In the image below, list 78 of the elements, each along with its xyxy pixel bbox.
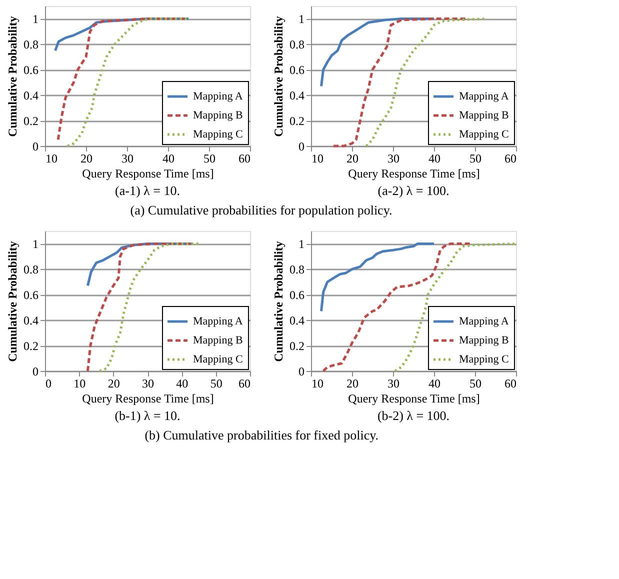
y-tick-label: 0.6 bbox=[290, 63, 304, 78]
x-tick-label: 50 bbox=[470, 376, 482, 390]
legend-label: Mapping B bbox=[193, 334, 243, 346]
y-tick-label: 1 bbox=[32, 12, 38, 26]
legend-label: Mapping A bbox=[193, 90, 243, 102]
y-tick-label: 1 bbox=[32, 237, 38, 252]
y-tick-label: 0.8 bbox=[24, 38, 38, 52]
x-tick-label: 30 bbox=[388, 376, 400, 390]
y-tick-label: 0.2 bbox=[24, 114, 38, 128]
text: (a) Cumulative probabilities for population policy. bbox=[130, 202, 392, 218]
y-axis-title: Cumulative Probability bbox=[272, 16, 286, 137]
x-tick-label: 50 bbox=[470, 152, 482, 166]
text: (b-2) λ = 100. bbox=[377, 408, 450, 423]
text: (b) Cumulative probabilities for fixed policy. bbox=[144, 428, 379, 442]
y-tick-label: 0 bbox=[32, 364, 38, 378]
legend-label: Mapping C bbox=[459, 354, 509, 366]
x-tick-label: 10 bbox=[312, 152, 324, 166]
y-tick-label: 0 bbox=[32, 140, 38, 154]
y-tick-label: 0.6 bbox=[24, 288, 38, 302]
y-tick-label: 0.2 bbox=[290, 339, 304, 354]
line-series bbox=[394, 242, 518, 372]
legend-label: Mapping C bbox=[193, 354, 243, 366]
y-tick-label: 0.2 bbox=[290, 114, 304, 128]
legend-label: Mapping C bbox=[459, 128, 509, 140]
x-tick-label: 50 bbox=[210, 376, 222, 390]
x-tick-label: 20 bbox=[346, 376, 358, 390]
y-axis-title: Cumulative Probability bbox=[6, 16, 20, 137]
x-axis-title: Query Response Time [ms] bbox=[82, 166, 214, 180]
y-axis-title: Cumulative Probability bbox=[6, 241, 20, 362]
line-series bbox=[86, 242, 194, 372]
x-tick-label: 10 bbox=[312, 376, 324, 390]
legend-label: Mapping C bbox=[193, 128, 243, 140]
x-tick-label: 30 bbox=[388, 152, 400, 166]
line-series bbox=[320, 242, 436, 312]
y-tick-label: 0.8 bbox=[24, 262, 38, 277]
y-tick-label: 0.2 bbox=[24, 339, 38, 354]
x-tick-label: 20 bbox=[108, 376, 120, 390]
legend-label: Mapping B bbox=[459, 110, 509, 122]
y-tick-label: 0.4 bbox=[290, 88, 304, 103]
x-tick-label: 60 bbox=[504, 376, 516, 390]
legend-label: Mapping A bbox=[459, 316, 509, 328]
x-tick-label: 60 bbox=[504, 152, 516, 166]
x-tick-label: 40 bbox=[428, 152, 440, 166]
x-tick-label: 10 bbox=[46, 152, 58, 166]
y-tick-label: 1 bbox=[298, 237, 304, 252]
x-tick-label: 20 bbox=[80, 152, 92, 166]
text: (b-1) λ = 10. bbox=[114, 408, 180, 423]
y-tick-label: 0.8 bbox=[290, 262, 304, 277]
y-tick-label: 0 bbox=[298, 364, 304, 378]
x-tick-label: 30 bbox=[122, 152, 134, 166]
x-tick-label: 40 bbox=[428, 376, 440, 390]
x-axis-title: Query Response Time [ms] bbox=[82, 392, 214, 406]
legend-label: Mapping A bbox=[459, 90, 509, 102]
legend-label: Mapping B bbox=[193, 110, 243, 122]
x-tick-label: 50 bbox=[204, 152, 216, 166]
x-tick-label: 30 bbox=[142, 376, 154, 390]
x-tick-label: 20 bbox=[346, 152, 358, 166]
y-tick-label: 0.4 bbox=[24, 314, 38, 328]
x-tick-label: 60 bbox=[238, 152, 250, 166]
legend-label: Mapping B bbox=[459, 334, 509, 346]
y-tick-label: 1 bbox=[298, 12, 304, 26]
text: (a-1) λ = 10. bbox=[115, 183, 180, 198]
text: (a-2) λ = 100. bbox=[378, 183, 450, 198]
y-tick-label: 0.4 bbox=[24, 88, 38, 103]
y-tick-label: 0 bbox=[298, 140, 304, 154]
x-tick-label: 40 bbox=[162, 152, 174, 166]
x-tick-label: 10 bbox=[74, 376, 86, 390]
x-axis-title: Query Response Time [ms] bbox=[348, 166, 480, 180]
x-tick-label: 40 bbox=[176, 376, 188, 390]
y-tick-label: 0.8 bbox=[290, 38, 304, 52]
y-tick-label: 0.6 bbox=[290, 288, 304, 302]
x-axis-title: Query Response Time [ms] bbox=[348, 392, 480, 406]
y-tick-label: 0.6 bbox=[24, 63, 38, 78]
y-axis-title: Cumulative Probability bbox=[272, 241, 286, 362]
x-tick-label: 60 bbox=[238, 376, 250, 390]
x-tick-label: 0 bbox=[46, 376, 52, 390]
legend-label: Mapping A bbox=[193, 316, 243, 328]
y-tick-label: 0.4 bbox=[290, 314, 304, 328]
